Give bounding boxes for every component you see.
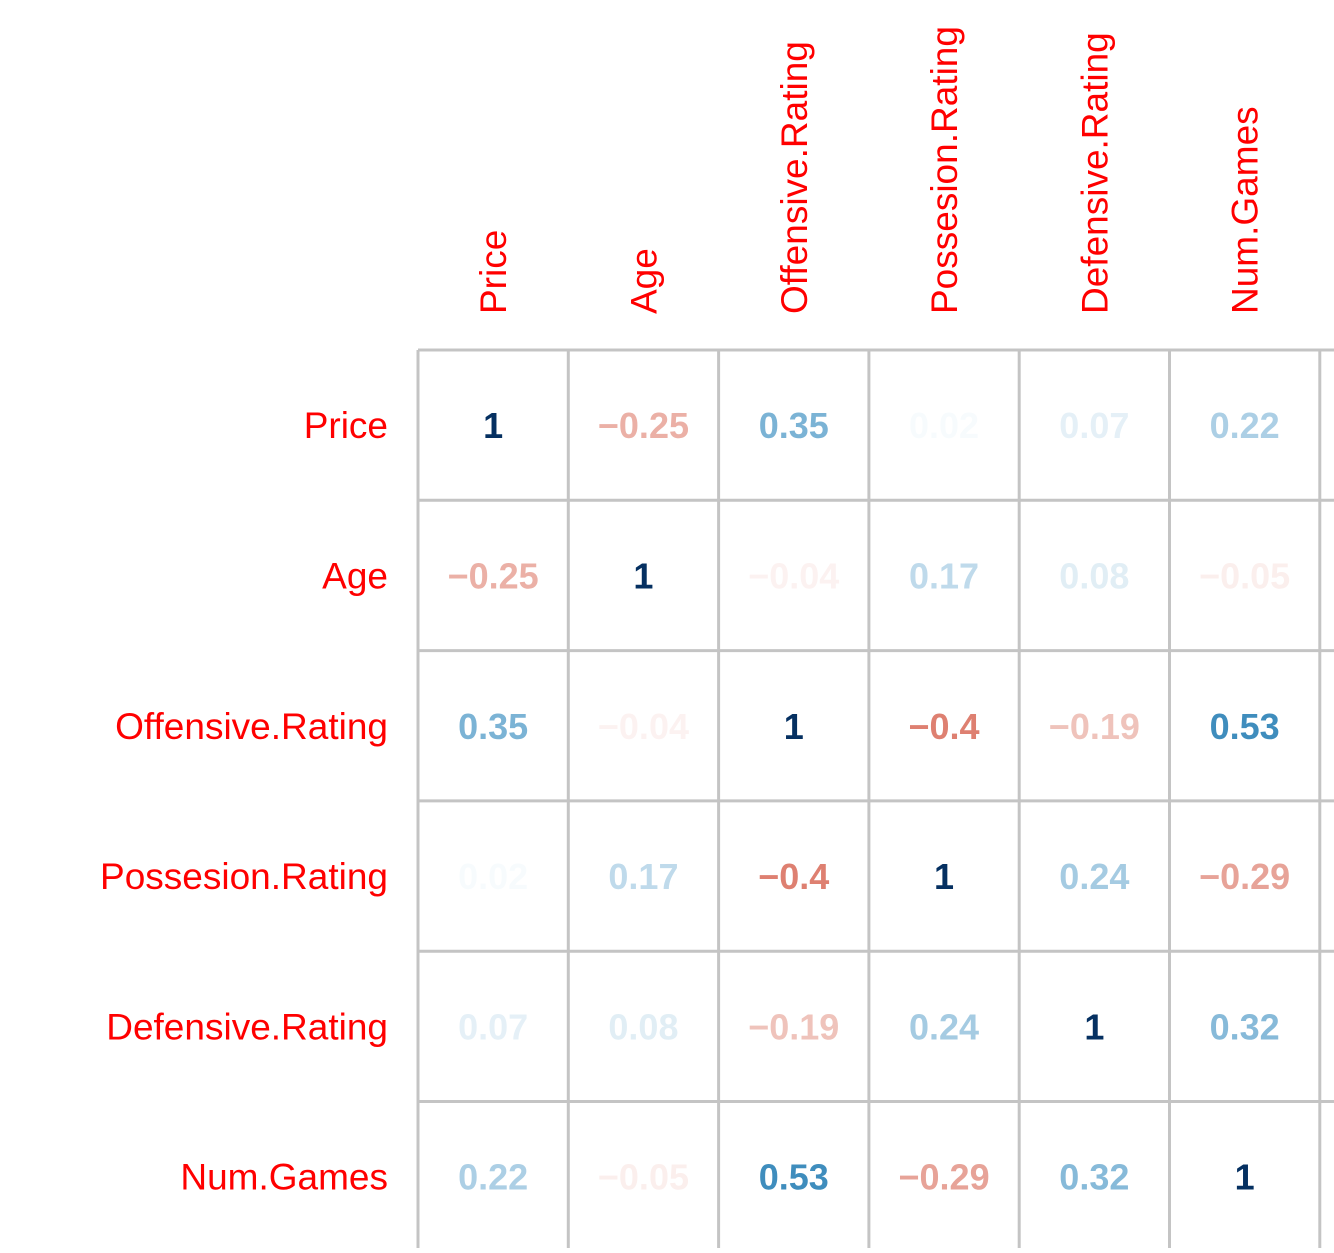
row-label-defensive-rating: Defensive.Rating [106, 1006, 388, 1047]
row-label-age: Age [322, 555, 388, 596]
column-label-num-games: Num.Games [1225, 106, 1266, 314]
cell-value-age-possesion-rating: 0.17 [909, 555, 979, 596]
cell-value-price-offensive-rating: 0.35 [759, 405, 829, 446]
cell-value-age-price: −0.25 [448, 555, 539, 596]
row-label-possesion-rating: Possesion.Rating [100, 856, 388, 897]
column-label-age: Age [623, 248, 664, 314]
cell-value-num-games-price: 0.22 [458, 1157, 528, 1198]
cell-value-price-possesion-rating: 0.02 [909, 405, 979, 446]
cell-value-defensive-rating-price: 0.07 [458, 1006, 528, 1047]
row-label-price: Price [304, 405, 388, 446]
cell-value-defensive-rating-defensive-rating: 1 [1084, 1006, 1104, 1047]
row-label-num-games: Num.Games [180, 1157, 388, 1198]
cell-value-age-offensive-rating: −0.04 [748, 555, 839, 596]
cell-value-num-games-offensive-rating: 0.53 [759, 1157, 829, 1198]
cell-value-defensive-rating-offensive-rating: −0.19 [748, 1006, 839, 1047]
cell-value-possesion-rating-offensive-rating: −0.4 [758, 856, 829, 897]
row-labels: Price Age Offensive.Rating Possesion.Rating… [100, 405, 388, 1198]
column-label-price: Price [473, 230, 514, 314]
cell-value-num-games-possesion-rating: −0.29 [899, 1157, 990, 1198]
cell-value-offensive-rating-age: −0.04 [598, 706, 689, 747]
cell-value-age-age: 1 [633, 555, 653, 596]
cell-value-offensive-rating-offensive-rating: 1 [784, 706, 804, 747]
cell-value-price-age: −0.25 [598, 405, 689, 446]
cell-values: 1 −0.25 0.35 0.02 0.07 0.22 −0.25 1 −0.04 0.17 0.0… [448, 405, 1291, 1198]
cell-value-possesion-rating-age: 0.17 [608, 856, 678, 897]
grid-layer [416, 348, 1334, 1253]
cell-value-defensive-rating-age: 0.08 [608, 1006, 678, 1047]
column-label-offensive-rating: Offensive.Rating [774, 41, 815, 314]
column-labels: Price Age Offensive.Rating Possesion.Rating… [473, 26, 1266, 314]
cell-value-price-price: 1 [483, 405, 503, 446]
cell-value-num-games-age: −0.05 [598, 1157, 689, 1198]
row-label-offensive-rating: Offensive.Rating [115, 706, 388, 747]
cell-value-offensive-rating-possesion-rating: −0.4 [909, 706, 980, 747]
cell-value-price-defensive-rating: 0.07 [1059, 405, 1129, 446]
column-label-defensive-rating: Defensive.Rating [1074, 32, 1115, 314]
cell-value-defensive-rating-possesion-rating: 0.24 [909, 1006, 979, 1047]
cell-value-num-games-num-games: 1 [1235, 1157, 1255, 1198]
cell-value-num-games-defensive-rating: 0.32 [1059, 1157, 1129, 1198]
column-label-possesion-rating: Possesion.Rating [924, 26, 965, 314]
cell-value-price-num-games: 0.22 [1210, 405, 1280, 446]
cell-value-offensive-rating-price: 0.35 [458, 706, 528, 747]
cell-value-possesion-rating-defensive-rating: 0.24 [1059, 856, 1129, 897]
cell-value-possesion-rating-possesion-rating: 1 [934, 856, 954, 897]
cell-value-offensive-rating-defensive-rating: −0.19 [1049, 706, 1140, 747]
cell-value-possesion-rating-num-games: −0.29 [1199, 856, 1290, 897]
cell-value-possesion-rating-price: 0.02 [458, 856, 528, 897]
cell-value-offensive-rating-num-games: 0.53 [1210, 706, 1280, 747]
cell-value-defensive-rating-num-games: 0.32 [1210, 1006, 1280, 1047]
cell-value-age-defensive-rating: 0.08 [1059, 555, 1129, 596]
cell-value-age-num-games: −0.05 [1199, 555, 1290, 596]
